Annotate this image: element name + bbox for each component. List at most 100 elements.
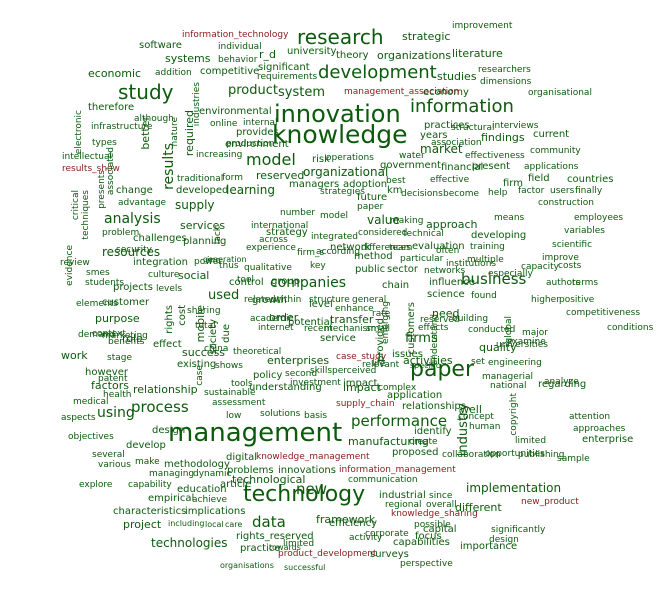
word-59: community (530, 146, 581, 156)
word-313: general (352, 295, 387, 305)
word-216: enhance (335, 304, 374, 314)
word-237: human (469, 422, 501, 432)
word-57: years (420, 130, 448, 141)
word-259: evidence (65, 245, 75, 286)
word-297: low (226, 411, 242, 421)
word-100: technological (232, 473, 306, 486)
word-322: limited (515, 436, 547, 446)
word-293: relevant (362, 360, 400, 370)
word-114: importance (460, 541, 518, 552)
word-248: context (92, 329, 126, 339)
word-268: better (139, 116, 152, 150)
word-342: firm_s (297, 248, 325, 258)
word-119: characteristics (113, 506, 187, 517)
word-185: used (208, 288, 240, 303)
word-23: strategic (402, 30, 451, 43)
word-240: costs (558, 261, 582, 271)
word-279: making (390, 216, 424, 226)
word-340: across (259, 235, 288, 245)
word-18: product (228, 83, 279, 98)
word-305: due (221, 324, 232, 343)
word-17: system (278, 85, 325, 100)
word-21: results (161, 143, 177, 190)
word-149: need (432, 307, 460, 320)
word-299: basis (304, 411, 328, 421)
word-70: financial (441, 162, 484, 173)
word-8: study (118, 80, 174, 104)
word-234: national (490, 381, 527, 391)
word-159: work (61, 349, 88, 362)
word-195: aspects (61, 413, 96, 423)
word-0: management (168, 418, 343, 448)
word-292: perceived (332, 366, 377, 376)
word-281: multiple (467, 255, 504, 265)
word-162: purpose (95, 312, 140, 325)
word-273: specific (410, 361, 441, 370)
word-151: strategy (266, 227, 308, 238)
word-329: activity (349, 533, 383, 543)
word-55: provides (236, 127, 279, 138)
word-254: students (85, 278, 125, 288)
word-326: significantly (491, 525, 546, 535)
word-78: organizational (303, 165, 389, 179)
word-224: authors (546, 278, 581, 288)
word-337: china (204, 344, 229, 354)
word-101: communication (348, 475, 418, 485)
word-277: paper (357, 202, 384, 212)
word-155: success (182, 346, 226, 359)
word-204: towards (269, 543, 301, 552)
word-64: effectiveness (465, 151, 525, 161)
word-311: within (274, 295, 302, 305)
word-34: requirements (257, 72, 318, 82)
word-285: effects (418, 323, 449, 333)
word-334: according (316, 247, 361, 257)
word-278: technical (403, 229, 444, 239)
word-219: team (389, 243, 413, 253)
word-298: solutions (260, 409, 301, 419)
word-310: related (244, 295, 276, 305)
word-68: risk (312, 154, 330, 165)
word-218: generation (203, 255, 247, 264)
word-215: approaches (573, 424, 626, 434)
word-255: levels (156, 284, 183, 294)
word-289: mechanism (324, 324, 377, 334)
word-79: reserved (256, 169, 305, 182)
word-61: increasing (196, 150, 243, 160)
word-209: perspective (400, 559, 453, 569)
word-81: adoption (343, 179, 388, 190)
word-11: business (461, 270, 527, 288)
word-184: complex (378, 383, 417, 393)
word-108: knowledge_sharing (391, 509, 478, 519)
word-88: developed (176, 185, 229, 196)
word-280: considered (358, 228, 408, 238)
word-89: learning (226, 183, 275, 197)
word-321: copyright (509, 393, 519, 436)
word-86: finally (575, 186, 603, 196)
word-19: firms (405, 331, 438, 346)
word-145: relationships (402, 401, 466, 412)
word-77: change (116, 185, 153, 196)
word-349: lack (213, 226, 223, 245)
word-302: academic (250, 314, 294, 324)
word-124: problems (227, 465, 274, 476)
word-236: analyze (544, 377, 579, 387)
word-323: publishing (518, 450, 565, 460)
word-275: number (280, 208, 316, 218)
word-148: issues (392, 349, 423, 360)
word-90: future (357, 192, 388, 203)
word-111: rights_reserved (236, 531, 314, 542)
word-187: well (460, 403, 482, 416)
word-256: culture (148, 270, 180, 280)
word-221: training (470, 242, 505, 252)
word-154: relationship (133, 383, 198, 396)
word-183: impact (343, 378, 378, 389)
word-7: information (410, 96, 514, 117)
word-166: challenges (133, 233, 187, 244)
word-335: differences (361, 243, 411, 253)
word-328: make (135, 457, 160, 467)
word-146: quality (479, 341, 517, 354)
word-258: review (60, 258, 90, 268)
word-33: competitive (200, 66, 260, 77)
word-54: current (533, 129, 570, 140)
word-274: strategies (320, 187, 365, 197)
